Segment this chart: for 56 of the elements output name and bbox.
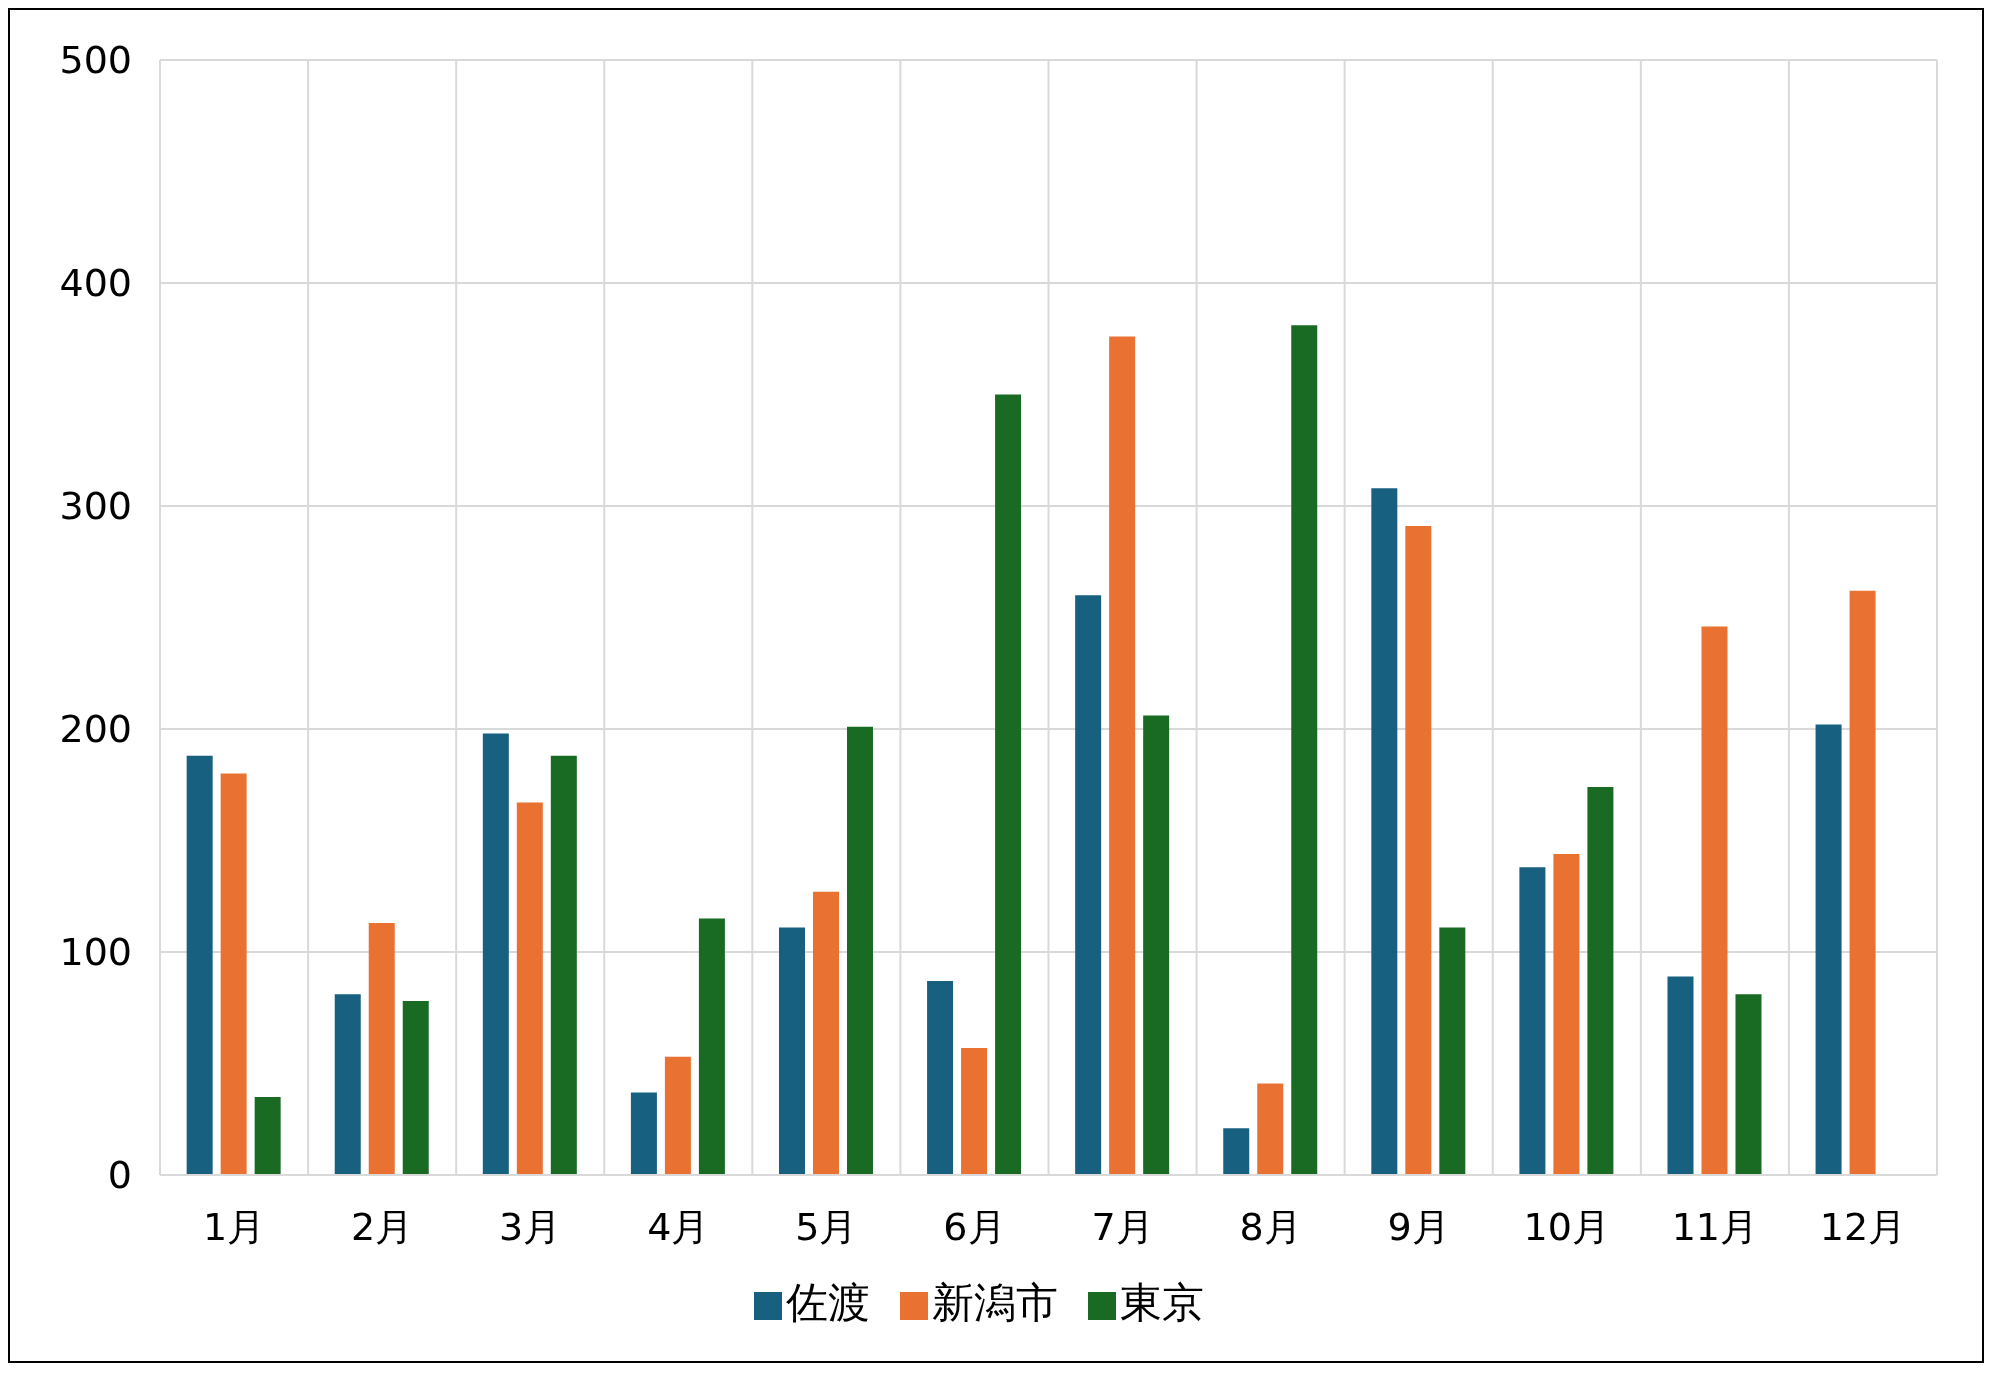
bar xyxy=(1667,976,1694,1175)
bar xyxy=(846,726,873,1175)
bar xyxy=(1257,1083,1284,1175)
bar xyxy=(368,923,395,1175)
bar xyxy=(1587,786,1614,1175)
x-tick-label: 2月 xyxy=(351,1204,414,1249)
x-tick-label: 12月 xyxy=(1819,1204,1907,1249)
y-tick-label: 0 xyxy=(107,1153,132,1198)
bar xyxy=(254,1096,281,1175)
bar xyxy=(1815,724,1842,1175)
x-tick-label: 3月 xyxy=(499,1204,562,1249)
x-tick-label: 11月 xyxy=(1671,1204,1759,1249)
x-tick-label: 5月 xyxy=(795,1204,858,1249)
bar xyxy=(1849,590,1876,1175)
bar xyxy=(1143,715,1170,1175)
bar xyxy=(1291,325,1318,1175)
bar xyxy=(961,1047,988,1175)
y-tick-label: 500 xyxy=(59,38,132,83)
bar xyxy=(698,918,725,1175)
y-tick-label: 400 xyxy=(59,261,132,306)
bar xyxy=(1075,595,1102,1175)
bar xyxy=(1701,626,1728,1175)
bar xyxy=(1439,927,1466,1175)
bar xyxy=(664,1056,691,1175)
y-tick-label: 300 xyxy=(59,484,132,529)
x-tick-label: 1月 xyxy=(202,1204,266,1249)
bar xyxy=(778,927,805,1175)
x-tick-label: 4月 xyxy=(647,1204,710,1249)
x-tick-label: 7月 xyxy=(1091,1204,1154,1249)
legend-label: 東京 xyxy=(1119,1278,1204,1327)
bar xyxy=(995,394,1022,1175)
x-tick-label: 8月 xyxy=(1239,1204,1302,1249)
bar xyxy=(220,773,247,1175)
bar xyxy=(550,755,577,1175)
y-tick-label: 100 xyxy=(59,930,132,975)
bar xyxy=(482,733,509,1175)
bar xyxy=(1735,994,1762,1175)
bar xyxy=(186,755,213,1175)
x-tick-label: 6月 xyxy=(943,1204,1006,1249)
legend-label: 新潟市 xyxy=(931,1278,1058,1327)
bar xyxy=(927,980,954,1175)
bar xyxy=(630,1092,657,1175)
bar xyxy=(1405,526,1432,1175)
bar xyxy=(334,994,361,1175)
bar xyxy=(1553,853,1580,1175)
y-tick-label: 200 xyxy=(59,707,132,752)
bar xyxy=(1371,488,1398,1175)
bar xyxy=(1223,1128,1250,1175)
bar xyxy=(1519,867,1546,1175)
bar xyxy=(516,802,543,1175)
x-tick-label: 10月 xyxy=(1523,1204,1610,1249)
bar xyxy=(1109,336,1136,1175)
legend-label: 佐渡 xyxy=(785,1278,870,1327)
x-tick-label: 9月 xyxy=(1387,1204,1450,1249)
bar xyxy=(402,1001,429,1175)
bar xyxy=(812,891,839,1175)
